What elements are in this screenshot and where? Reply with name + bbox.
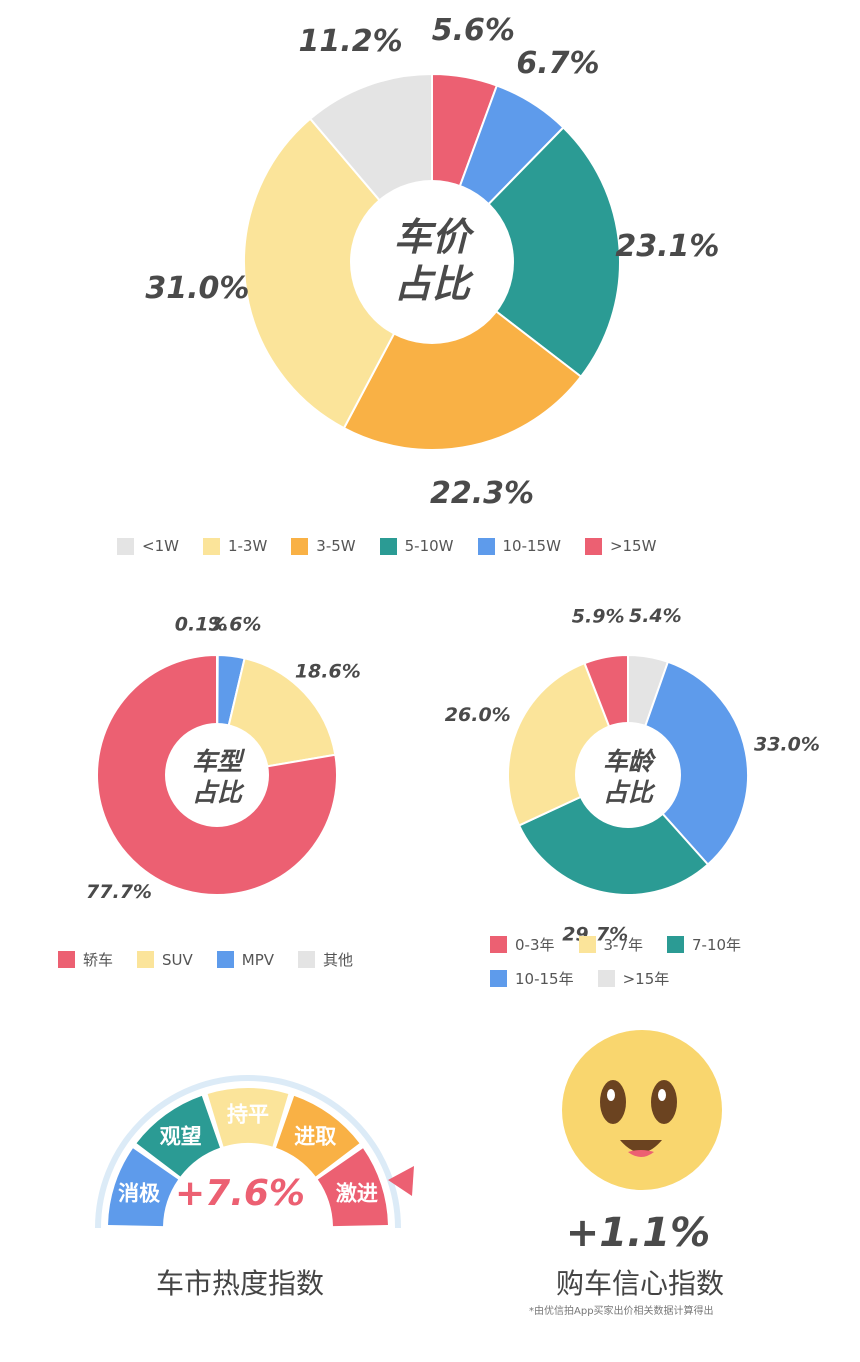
gauge-segment-1 xyxy=(136,1095,220,1177)
type-slice-label-0: 0.1% xyxy=(175,613,228,635)
age-legend-label: 3-7年 xyxy=(603,936,644,954)
price-center-line1: 车价 xyxy=(394,215,475,259)
price-legend: <1W 1-3W 3-5W 5-10W 10-15W >15W xyxy=(117,537,680,555)
smiley-face-icon xyxy=(562,1030,722,1190)
price-slice-label-0: 5.6% xyxy=(432,13,515,48)
price-legend-item-2: 3-5W xyxy=(291,537,356,555)
type-legend-item-0: 轿车 xyxy=(58,949,113,970)
price-slice-label-1: 6.7% xyxy=(516,46,599,81)
type-legend-label: 其他 xyxy=(323,951,354,969)
price-legend-swatch xyxy=(379,537,397,555)
age-slice-label-4: 5.9% xyxy=(572,605,625,627)
age-center-line2: 占比 xyxy=(603,778,656,807)
age-slice-label-1: 33.0% xyxy=(754,733,820,755)
age-center-line1: 车龄 xyxy=(603,747,657,776)
age-legend-item-0: 0-3年 xyxy=(490,934,555,955)
gauge-value: +7.6% xyxy=(175,1173,305,1214)
price-legend-swatch xyxy=(584,537,602,555)
price-legend-label: 10-15W xyxy=(502,537,561,555)
type-legend-label: MPV xyxy=(241,950,275,969)
gauge-segment-label-3: 进取 xyxy=(294,1124,336,1148)
type-legend-item-2: MPV xyxy=(216,950,275,969)
gauge-outer-arc xyxy=(95,1075,401,1229)
confidence-footnote: *由优信拍App买家出价相关数据计算得出 xyxy=(529,1306,714,1317)
age-legend-item-4: >15年 xyxy=(597,968,670,989)
age-slice-2 xyxy=(517,773,710,896)
age-slice-label-3: 26.0% xyxy=(445,704,511,726)
gauge-caption: 车市热度指数 xyxy=(155,1267,324,1300)
price-legend-label: <1W xyxy=(142,537,179,555)
type-center-line2: 占比 xyxy=(192,778,245,807)
gauge-segment-label-2: 持平 xyxy=(227,1103,269,1127)
age-legend-row-2: 10-15年 >15年 xyxy=(490,968,693,989)
age-legend-label: 10-15年 xyxy=(515,970,574,988)
confidence-value: +1.1% xyxy=(566,1210,710,1256)
age-legend-label: 0-3年 xyxy=(515,936,555,954)
age-legend-item-1: 3-7年 xyxy=(578,934,644,955)
price-slice-label-4: 31.0% xyxy=(145,271,249,306)
age-slice-label-0: 5.4% xyxy=(629,605,682,627)
type-legend-swatch xyxy=(58,951,75,968)
price-donut-hole xyxy=(350,180,514,344)
price-legend-label: 5-10W xyxy=(404,537,454,555)
gauge-segment-label-0: 消极 xyxy=(118,1182,161,1206)
age-slice-1 xyxy=(626,660,749,866)
price-slice-label-2: 23.1% xyxy=(615,229,719,264)
price-slice-2 xyxy=(430,126,621,379)
type-slice-label-3: 77.7% xyxy=(86,881,152,903)
price-slice-3 xyxy=(342,260,583,451)
price-legend-item-4: 10-15W xyxy=(477,537,561,555)
type-slice-label-2: 18.6% xyxy=(295,661,361,683)
age-legend-label: >15年 xyxy=(622,970,670,988)
gauge-segment-4 xyxy=(317,1148,388,1227)
type-legend-swatch xyxy=(298,951,316,968)
age-legend-swatch xyxy=(597,970,615,987)
age-legend-swatch xyxy=(578,936,596,953)
gauge-segment-3 xyxy=(276,1095,360,1177)
age-legend-label: 7-10年 xyxy=(692,936,742,954)
type-legend-swatch xyxy=(216,951,234,968)
price-legend-label: 3-5W xyxy=(316,537,356,555)
age-donut xyxy=(507,653,749,896)
gauge-segment-label-4: 激进 xyxy=(336,1182,378,1206)
type-center-line1: 车型 xyxy=(192,747,246,776)
price-legend-item-0: <1W xyxy=(117,537,179,555)
price-legend-swatch xyxy=(291,537,309,555)
price-legend-swatch xyxy=(117,537,134,555)
type-legend: 轿车 SUV MPV 其他 xyxy=(58,949,377,970)
age-legend-row-1: 0-3年 3-7年 7-10年 xyxy=(490,934,765,955)
type-slice-label-1: 3.6% xyxy=(209,614,262,636)
type-legend-label: SUV xyxy=(162,950,193,969)
confidence-caption: 购车信心指数 xyxy=(555,1267,724,1300)
gauge-segment-0 xyxy=(108,1148,179,1227)
price-legend-swatch xyxy=(202,537,220,555)
price-center-line2: 占比 xyxy=(394,262,474,306)
age-legend-item-3: 10-15年 xyxy=(490,968,574,989)
price-slice-label-3: 22.3% xyxy=(430,476,534,511)
price-legend-swatch xyxy=(477,537,495,555)
age-donut-hole xyxy=(575,722,681,828)
price-legend-item-1: 1-3W xyxy=(202,537,268,555)
type-legend-label: 轿车 xyxy=(83,951,114,969)
type-legend-swatch xyxy=(137,951,155,968)
age-legend-item-2: 7-10年 xyxy=(667,934,741,955)
price-legend-item-5: >15W xyxy=(584,537,657,555)
price-legend-label: >15W xyxy=(609,537,657,555)
type-donut-hole xyxy=(165,723,269,827)
price-legend-label: 1-3W xyxy=(227,537,268,555)
price-slice-4 xyxy=(243,117,434,430)
gauge-segment-label-1: 观望 xyxy=(160,1124,202,1148)
gauge-segment-2 xyxy=(207,1088,289,1147)
type-legend-item-1: SUV xyxy=(137,951,193,969)
price-legend-item-3: 5-10W xyxy=(379,537,454,555)
age-legend-swatch xyxy=(490,936,507,953)
age-legend-swatch xyxy=(490,970,507,987)
type-legend-item-3: 其他 xyxy=(298,949,353,970)
age-legend-swatch xyxy=(667,936,684,953)
gauge-pointer-icon xyxy=(388,1166,414,1196)
price-slice-label-5: 11.2% xyxy=(299,24,403,59)
